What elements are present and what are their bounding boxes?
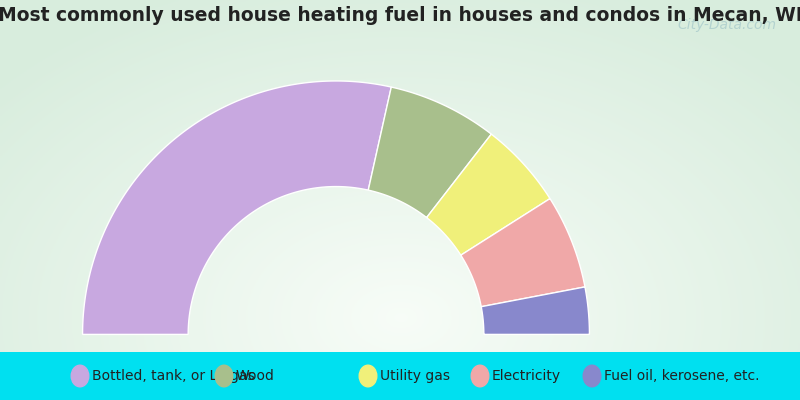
Text: Bottled, tank, or LP gas: Bottled, tank, or LP gas: [92, 369, 254, 383]
Ellipse shape: [583, 365, 601, 387]
Polygon shape: [82, 81, 391, 334]
Text: Utility gas: Utility gas: [380, 369, 450, 383]
Text: City-Data.com: City-Data.com: [677, 18, 776, 32]
Text: Most commonly used house heating fuel in houses and condos in Mecan, WI: Most commonly used house heating fuel in…: [0, 6, 800, 25]
Polygon shape: [426, 134, 550, 255]
Polygon shape: [461, 199, 585, 307]
Ellipse shape: [215, 365, 233, 387]
Text: Electricity: Electricity: [492, 369, 561, 383]
Ellipse shape: [471, 365, 489, 387]
Ellipse shape: [71, 365, 89, 387]
Text: Wood: Wood: [236, 369, 275, 383]
Polygon shape: [482, 287, 590, 334]
Ellipse shape: [359, 365, 377, 387]
Polygon shape: [368, 87, 491, 218]
Text: Fuel oil, kerosene, etc.: Fuel oil, kerosene, etc.: [604, 369, 759, 383]
